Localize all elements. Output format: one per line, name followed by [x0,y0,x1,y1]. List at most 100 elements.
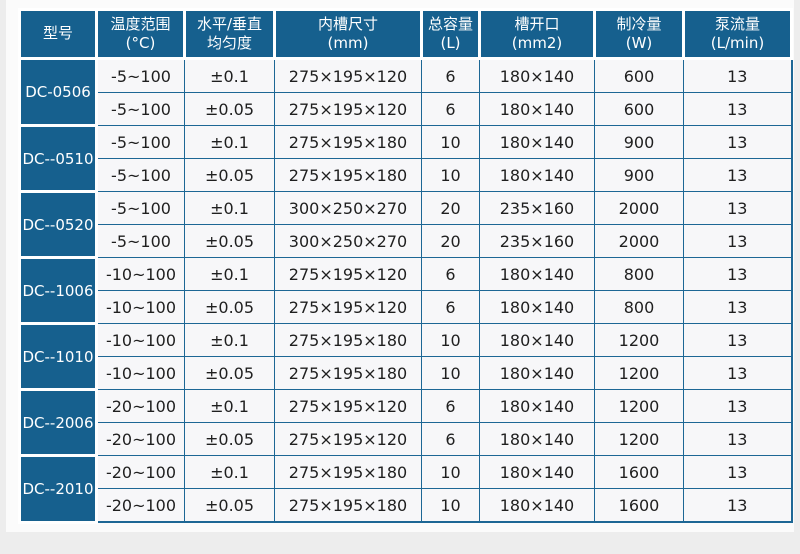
table-row: -10~100 ±0.05 275×195×180 10 180×140 120… [20,356,792,390]
spec-cell-temp: -5~100 [96,92,185,126]
spec-cell-opening: 180×140 [479,455,595,489]
model-cell: DC--2010 [18,454,98,524]
spec-cell-capacity: 6 [421,58,480,93]
spec-cell-uniformity: ±0.05 [184,158,275,192]
spec-cell-temp: -20~100 [96,488,185,523]
spec-cell-opening: 235×160 [479,224,595,258]
spec-cell-capacity: 10 [421,356,480,390]
spec-cell-flow: 13 [683,58,792,93]
spec-cell-flow: 13 [683,290,792,324]
spec-cell-temp: -20~100 [96,422,185,456]
spec-cell-temp: -10~100 [96,257,185,291]
header-label: 槽开口 [514,14,560,33]
spec-cell-size: 275×195×120 [274,389,422,423]
model-cell: DC--0520 [18,190,98,259]
spec-cell-size: 275×195×120 [274,92,422,126]
spec-cell-size: 275×195×120 [274,422,422,456]
spec-cell-cooling: 900 [594,125,684,159]
col-header-cooling: 制冷量 (W) [593,8,685,60]
spec-cell-flow: 13 [683,125,792,159]
spec-cell-uniformity: ±0.05 [184,356,275,390]
spec-cell-uniformity: ±0.1 [184,323,275,357]
spec-cell-temp: -20~100 [96,455,185,489]
model-cell: DC--1006 [18,256,98,325]
spec-cell-capacity: 10 [421,125,480,159]
spec-cell-cooling: 800 [594,257,684,291]
spec-cell-capacity: 20 [421,191,480,225]
spec-cell-flow: 13 [683,422,792,456]
spec-cell-opening: 180×140 [479,158,595,192]
header-unit: (W) [625,34,653,52]
spec-cell-size: 275×195×180 [274,455,422,489]
table-row: -5~100 ±0.05 300×250×270 20 235×160 2000… [20,224,792,258]
header-label: 泵流量 [714,14,760,33]
col-header-model: 型号 [18,8,98,60]
header-label: 温度范围 [110,14,171,33]
spec-cell-cooling: 1200 [594,422,684,456]
table-header-row: 型号 温度范围 (°C) 水平/垂直 均匀度 内槽尺寸 (mm) 总容量 (L) 槽开口… [18,8,793,60]
spec-cell-capacity: 20 [421,224,480,258]
spec-cell-opening: 180×140 [479,58,595,93]
spec-cell-opening: 180×140 [479,125,595,159]
spec-cell-temp: -5~100 [96,125,185,159]
spec-cell-opening: 180×140 [479,356,595,390]
header-label: 制冷量 [616,14,662,33]
spec-cell-opening: 180×140 [479,257,595,291]
spec-cell-opening: 180×140 [479,389,595,423]
table-row: -5~100 ±0.05 275×195×120 6 180×140 600 1… [20,92,792,126]
spec-cell-size: 275×195×180 [274,158,422,192]
spec-cell-uniformity: ±0.05 [184,488,275,523]
col-header-opening: 槽开口 (mm2) [478,8,596,60]
spec-cell-temp: -10~100 [96,323,185,357]
spec-cell-size: 275×195×180 [274,125,422,159]
table-row: DC-0506 -5~100 ±0.1 275×195×120 6 180×14… [18,57,792,127]
spec-cell-size: 300×250×270 [274,191,422,225]
table-row: DC--0510 -5~100 ±0.1 275×195×180 10 180×… [18,124,792,193]
spec-cell-opening: 180×140 [479,92,595,126]
model-cell: DC--2006 [18,388,98,457]
spec-cell-uniformity: ±0.05 [184,290,275,324]
spec-cell-temp: -5~100 [96,158,185,192]
col-header-tank-size: 内槽尺寸 (mm) [273,8,423,60]
spec-cell-capacity: 10 [421,158,480,192]
spec-cell-size: 275×195×180 [274,356,422,390]
content-panel: 型号 温度范围 (°C) 水平/垂直 均匀度 内槽尺寸 (mm) 总容量 (L) 槽开口… [6,0,794,532]
header-unit: (°C) [125,34,156,52]
table-row: DC--2010 -20~100 ±0.1 275×195×180 10 180… [18,454,792,524]
spec-cell-uniformity: ±0.1 [184,389,275,423]
table-row: -10~100 ±0.05 275×195×120 6 180×140 800 … [20,290,792,324]
spec-cell-cooling: 2000 [594,224,684,258]
spec-cell-cooling: 1600 [594,455,684,489]
spec-cell-capacity: 6 [421,257,480,291]
spec-cell-capacity: 10 [421,488,480,523]
spec-cell-flow: 13 [683,224,792,258]
spec-cell-cooling: 1600 [594,488,684,523]
spec-cell-uniformity: ±0.05 [184,224,275,258]
model-cell: DC-0506 [18,57,98,127]
spec-cell-temp: -10~100 [96,356,185,390]
col-header-capacity: 总容量 (L) [420,8,481,60]
spec-cell-capacity: 10 [421,323,480,357]
spec-cell-cooling: 1200 [594,389,684,423]
spec-cell-cooling: 600 [594,58,684,93]
header-label: 内槽尺寸 [317,14,378,33]
spec-cell-capacity: 6 [421,389,480,423]
spec-cell-size: 275×195×120 [274,58,422,93]
table-row: DC--1010 -10~100 ±0.1 275×195×180 10 180… [18,322,792,391]
spec-cell-cooling: 600 [594,92,684,126]
spec-cell-capacity: 6 [421,422,480,456]
spec-cell-cooling: 800 [594,290,684,324]
spec-cell-opening: 180×140 [479,488,595,523]
spec-cell-flow: 13 [683,158,792,192]
spec-cell-cooling: 2000 [594,191,684,225]
spec-cell-uniformity: ±0.1 [184,455,275,489]
header-label: 型号 [42,24,73,43]
model-cell: DC--1010 [18,322,98,391]
spec-cell-uniformity: ±0.05 [184,92,275,126]
table-row: DC--0520 -5~100 ±0.1 300×250×270 20 235×… [18,190,792,259]
spec-cell-capacity: 6 [421,290,480,324]
spec-cell-capacity: 10 [421,455,480,489]
spec-cell-temp: -5~100 [96,58,185,93]
col-header-temp-range: 温度范围 (°C) [95,8,186,60]
spec-cell-flow: 13 [683,191,792,225]
